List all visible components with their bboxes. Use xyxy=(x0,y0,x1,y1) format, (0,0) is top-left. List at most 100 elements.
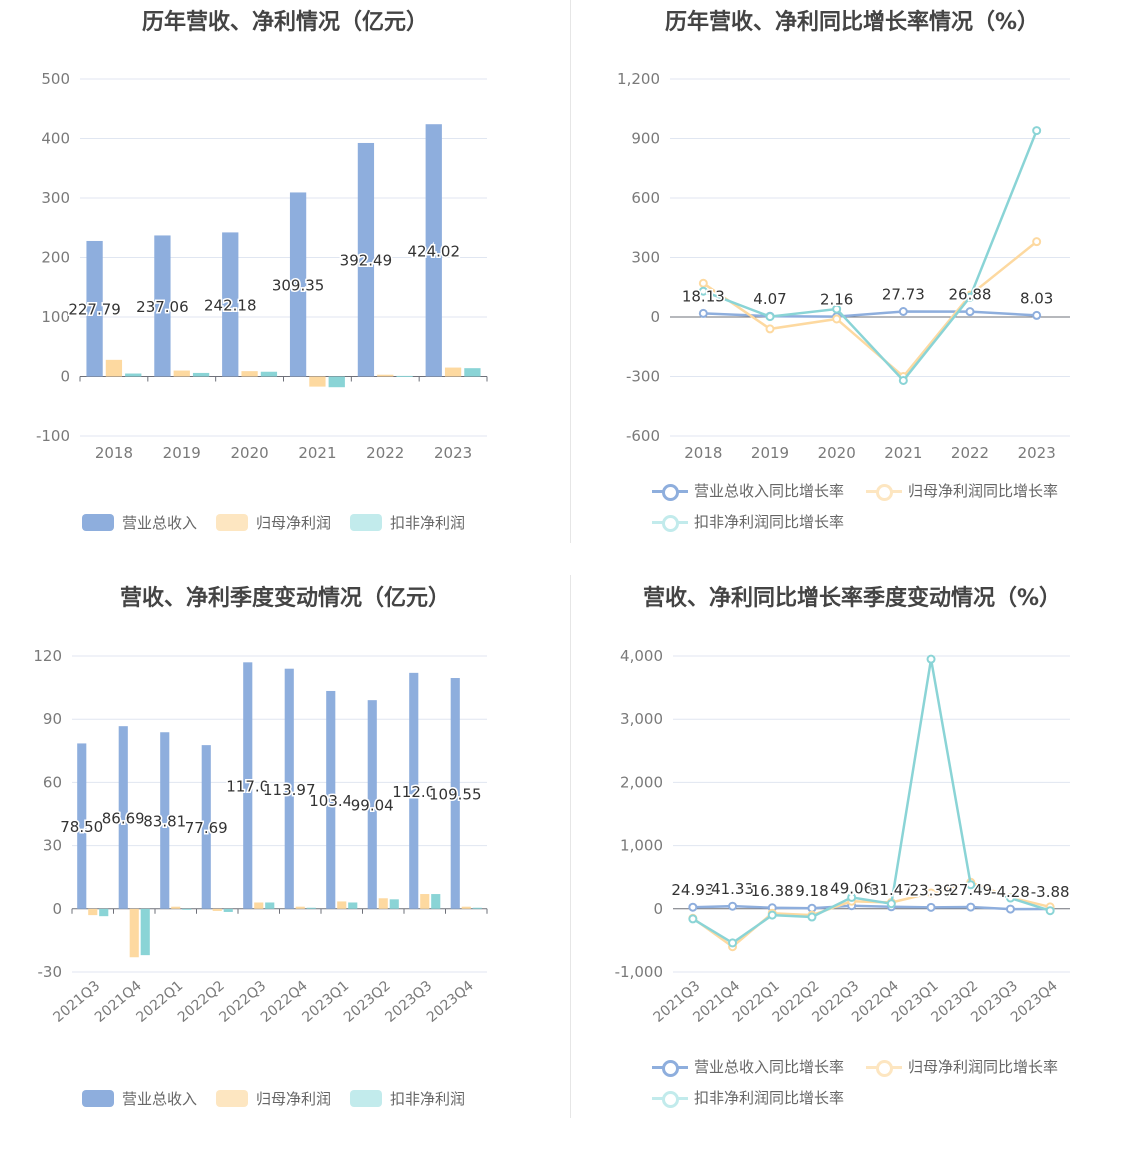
x-tick-label: 2018 xyxy=(95,444,133,462)
x-tick-label: 2022 xyxy=(366,444,404,462)
legend-item-deducted-profit-growth[interactable]: 扣非净利润同比增长率 xyxy=(652,511,844,532)
y-tick-label: 120 xyxy=(33,647,62,665)
data-label: 227.79 xyxy=(68,301,121,319)
x-tick-label: 2020 xyxy=(230,444,268,462)
y-tick-label: 1,000 xyxy=(620,837,663,855)
legend-item-revenue-growth[interactable]: 营业总收入同比增长率 xyxy=(652,480,844,501)
chart-plot: 1,200 900 600 300 0 -300 -600 2018 2019 2020 2021 2… xyxy=(617,70,1070,462)
data-point xyxy=(767,910,777,920)
data-point xyxy=(1005,904,1015,914)
data-point xyxy=(966,880,976,890)
bar xyxy=(389,899,399,909)
data-label: 117.0 xyxy=(226,778,269,796)
bar xyxy=(125,373,142,377)
data-label: 16.38 xyxy=(751,882,794,900)
legend-swatch xyxy=(652,512,688,532)
data-point xyxy=(1045,906,1055,916)
legend-swatch xyxy=(652,1088,688,1108)
data-point xyxy=(965,307,975,317)
bar xyxy=(396,375,413,377)
data-point xyxy=(847,892,857,902)
x-tick-label: 2019 xyxy=(163,444,201,462)
annual-growth-rate-chart: 历年营收、净利同比增长率情况（%） 1,200 900 600 300 0 -300 -60… xyxy=(570,0,1134,575)
y-tick-label: -300 xyxy=(626,368,660,386)
bar xyxy=(284,668,294,909)
bar xyxy=(241,371,258,377)
y-tick-label: 3,000 xyxy=(620,710,663,728)
data-label: 77.69 xyxy=(185,819,228,837)
y-tick-label: -600 xyxy=(626,427,660,445)
quarterly-revenue-profit-chart: 营收、净利季度变动情况（亿元） 120 90 60 30 0 -30 2021Q3 2021Q… xyxy=(0,575,570,1158)
bar xyxy=(357,142,375,377)
legend-item-deducted-profit[interactable]: 扣非净利润 xyxy=(350,512,465,533)
legend-item-revenue[interactable]: 营业总收入 xyxy=(82,512,197,533)
chart-plot: 1209060300-302021Q32021Q42022Q12022Q2202… xyxy=(33,647,488,1026)
data-point xyxy=(688,914,698,924)
data-point xyxy=(698,308,708,318)
x-tick-label: 2018 xyxy=(684,444,722,462)
data-label: 26.88 xyxy=(949,286,992,304)
legend-item-net-profit[interactable]: 归母净利润 xyxy=(216,512,331,533)
y-tick-label: 600 xyxy=(631,189,660,207)
legend-item-net-profit[interactable]: 归母净利润 xyxy=(216,1088,331,1109)
bar xyxy=(86,240,103,377)
data-point xyxy=(698,286,708,296)
data-label: 2.16 xyxy=(820,291,853,309)
data-label: 83.81 xyxy=(143,813,186,831)
y-tick-label: 0 xyxy=(52,900,62,918)
data-point xyxy=(1032,237,1042,247)
data-label: -3.88 xyxy=(1031,883,1070,901)
data-label: 392.49 xyxy=(340,252,393,270)
data-point xyxy=(926,888,936,898)
divider xyxy=(570,575,571,1118)
y-tick-label: 100 xyxy=(41,308,70,326)
legend-item-net-profit-growth[interactable]: 归母净利润同比增长率 xyxy=(866,480,1058,501)
y-tick-label: 4,000 xyxy=(620,647,663,665)
bar xyxy=(105,359,123,377)
y-tick-label: 0 xyxy=(653,900,663,918)
bar xyxy=(431,894,441,909)
bar xyxy=(77,743,87,909)
legend-item-revenue[interactable]: 营业总收入 xyxy=(82,1088,197,1109)
data-label: 9.18 xyxy=(795,882,828,900)
chart-title: 历年营收、净利情况（亿元） xyxy=(141,10,428,35)
bar xyxy=(160,732,170,909)
y-tick-label: 200 xyxy=(41,249,70,267)
legend-swatch xyxy=(82,1090,114,1107)
legend-item-net-profit-growth[interactable]: 归母净利润同比增长率 xyxy=(866,1056,1058,1077)
data-label: 103.4 xyxy=(309,792,352,810)
y-tick-label: 0 xyxy=(60,368,70,386)
legend-label: 营业总收入同比增长率 xyxy=(694,482,845,500)
data-point xyxy=(926,902,936,912)
legend-label: 归母净利润同比增长率 xyxy=(908,1058,1059,1076)
legend-swatch xyxy=(866,1057,902,1077)
data-point xyxy=(688,902,698,912)
legend-item-deducted-profit[interactable]: 扣非净利润 xyxy=(350,1088,465,1109)
bar xyxy=(450,678,460,909)
legend-item-revenue-growth[interactable]: 营业总收入同比增长率 xyxy=(652,1056,844,1077)
bar xyxy=(309,376,326,387)
data-label: 24.93 xyxy=(671,881,714,899)
annual-revenue-profit-chart: 历年营收、净利情况（亿元） 500 400 300 200 100 0 -100 2018 20… xyxy=(0,0,570,575)
bar xyxy=(260,371,278,377)
data-point xyxy=(807,912,817,922)
x-tick-label: 2023 xyxy=(434,444,472,462)
x-tick-label: 2019 xyxy=(751,444,789,462)
y-tick-label: -1,000 xyxy=(615,963,663,981)
legend-item-deducted-profit-growth[interactable]: 扣非净利润同比增长率 xyxy=(652,1087,844,1108)
y-tick-label: 90 xyxy=(43,710,62,728)
legend-swatch xyxy=(82,514,114,531)
data-label: 109.55 xyxy=(429,785,482,803)
data-point xyxy=(728,938,738,948)
data-label: 31.47 xyxy=(870,881,913,899)
bar xyxy=(192,372,210,377)
x-tick-label: 2021 xyxy=(884,444,922,462)
bar xyxy=(243,662,253,909)
data-label: 309.35 xyxy=(272,276,325,294)
data-label: 424.02 xyxy=(408,242,461,260)
y-tick-label: 300 xyxy=(41,189,70,207)
bar xyxy=(99,908,109,917)
legend-swatch xyxy=(652,1057,688,1077)
bar xyxy=(222,232,239,377)
data-label: 78.50 xyxy=(60,818,103,836)
